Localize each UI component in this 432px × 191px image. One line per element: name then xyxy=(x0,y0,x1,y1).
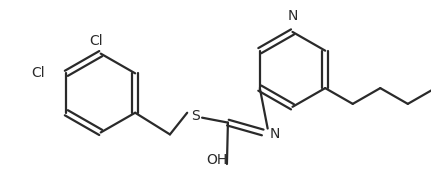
Text: Cl: Cl xyxy=(89,34,102,48)
Text: S: S xyxy=(191,109,200,123)
Text: OH: OH xyxy=(206,153,228,167)
Text: N: N xyxy=(270,127,280,141)
Text: N: N xyxy=(287,9,298,23)
Text: Cl: Cl xyxy=(31,66,44,80)
